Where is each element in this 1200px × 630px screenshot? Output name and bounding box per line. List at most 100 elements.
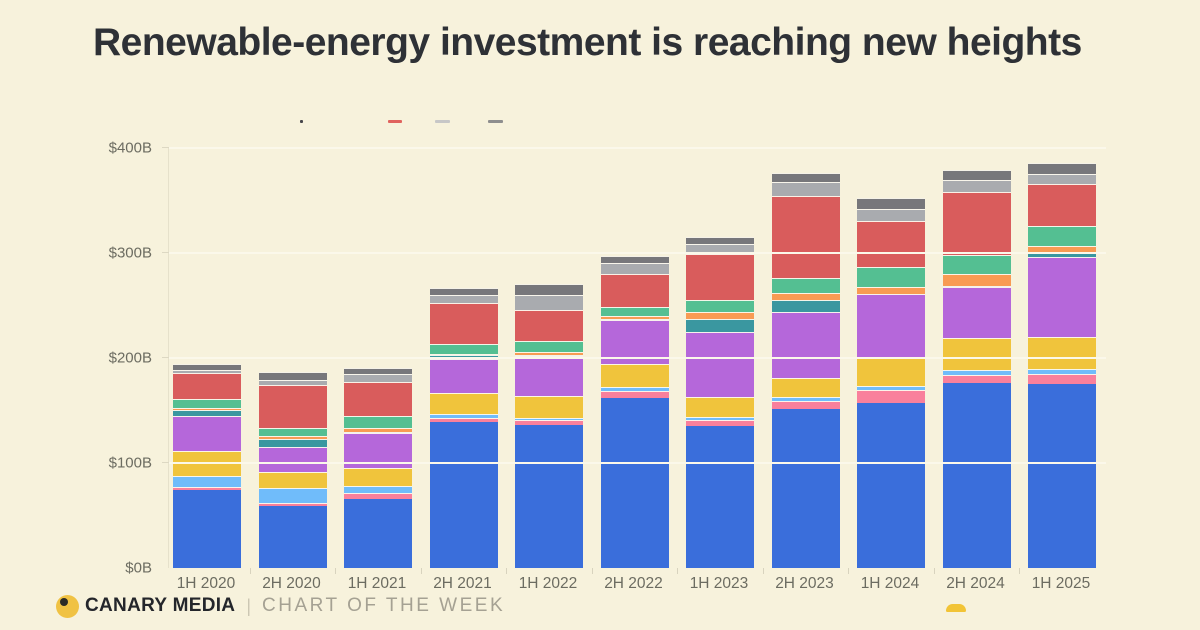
segment-blue	[686, 426, 754, 568]
segment-green	[173, 399, 241, 409]
x-axis-label-2h-2023: 2H 2023	[775, 575, 834, 592]
x-boundary-tick	[506, 568, 508, 574]
segment-purple	[429, 359, 498, 393]
segment-teal	[258, 438, 327, 448]
segment-light-blue	[173, 475, 241, 488]
y-axis-label: $400B	[108, 139, 152, 157]
segment-yellow	[258, 472, 327, 489]
x-boundary-tick	[249, 568, 251, 574]
gridline-400	[169, 147, 1106, 149]
segment-orange	[942, 274, 1011, 286]
x-axis-label-1h-2023: 1H 2023	[689, 575, 749, 592]
segment-green	[686, 300, 754, 312]
x-boundary-tick	[1019, 568, 1021, 574]
segment-red	[429, 303, 498, 345]
segment-teal	[173, 409, 241, 416]
x-axis-label-2h-2020: 2H 2020	[262, 575, 321, 592]
y-tick	[162, 252, 169, 253]
segment-pink	[771, 401, 840, 410]
segment-light-blue	[600, 387, 669, 391]
y-axis-label: $200B	[108, 349, 152, 367]
segment-purple	[857, 293, 925, 357]
segment-light-blue	[429, 413, 498, 418]
segment-pink	[942, 374, 1011, 384]
segment-dark-gray	[686, 237, 754, 244]
x-boundary-tick	[591, 568, 593, 574]
segment-light-blue	[942, 369, 1011, 375]
bar-2h-2020	[258, 371, 327, 568]
legend-fragment-light-gray-dash	[435, 120, 450, 123]
bar-1h-2025	[1028, 162, 1096, 568]
x-boundary-tick	[762, 568, 764, 574]
bar-2h-2021	[429, 287, 498, 568]
footer-divider: |	[246, 595, 252, 616]
gridline-300	[169, 252, 1106, 254]
segment-pink	[173, 487, 241, 491]
segment-teal	[942, 285, 1011, 287]
segment-light-gray	[942, 179, 1011, 193]
footer: CANARY MEDIA | CHART OF THE WEEK	[56, 593, 505, 619]
segment-orange	[173, 408, 241, 410]
segment-red	[344, 382, 412, 416]
segment-light-blue	[515, 417, 583, 420]
plot-area	[162, 147, 1106, 574]
segment-pink	[686, 419, 754, 427]
segment-blue	[1028, 384, 1096, 568]
segment-orange	[258, 435, 327, 439]
segment-red	[515, 309, 583, 342]
segment-teal	[600, 319, 669, 321]
segment-orange	[515, 351, 583, 355]
segment-dark-gray	[600, 256, 669, 263]
x-axis-label-1h-2021: 1H 2021	[347, 575, 407, 592]
y-axis-label: $0B	[125, 559, 152, 577]
segment-light-blue	[771, 396, 840, 402]
segment-purple	[258, 447, 327, 473]
segment-dark-gray	[515, 283, 583, 296]
segment-green	[771, 278, 840, 293]
segment-blue	[771, 409, 840, 568]
segment-dark-gray	[344, 367, 412, 374]
x-boundary-tick	[933, 568, 935, 574]
gridline-200	[169, 357, 1106, 359]
x-axis: 1H 2020 2H 2020 1H 2021 2H 2021 1H 2022 2H 20…	[168, 575, 1105, 593]
segment-pink	[344, 493, 412, 499]
y-tick	[162, 357, 169, 358]
segment-pink	[1028, 373, 1096, 385]
segment-yellow	[686, 396, 754, 417]
page-title: Renewable-energy investment is reaching …	[93, 21, 1082, 64]
segment-blue	[600, 397, 669, 568]
bar-1h-2024	[857, 198, 925, 568]
segment-purple	[942, 286, 1011, 339]
segment-light-blue	[1028, 368, 1096, 374]
segment-green	[429, 344, 498, 354]
segment-pink	[857, 389, 925, 404]
segment-pink	[600, 390, 669, 398]
legend-fragment-gray-dash	[488, 120, 503, 123]
segment-blue	[857, 403, 925, 568]
x-axis-label-2h-2022: 2H 2022	[604, 575, 663, 592]
x-axis-label-1h-2024: 1H 2024	[860, 575, 920, 592]
segment-blue	[258, 506, 327, 568]
segment-yellow	[600, 364, 669, 388]
segment-red	[258, 385, 327, 429]
segment-purple	[1028, 257, 1096, 337]
segment-light-gray	[600, 262, 669, 275]
y-tick	[162, 147, 169, 148]
segment-dark-gray	[942, 170, 1011, 180]
segment-yellow	[429, 392, 498, 414]
y-axis-label: $100B	[108, 454, 152, 472]
x-axis-label-1h-2025: 1H 2025	[1031, 575, 1091, 592]
bar-1h-2023	[686, 237, 754, 568]
segment-purple	[515, 355, 583, 396]
x-boundary-tick	[335, 568, 337, 574]
y-tick	[162, 462, 169, 463]
segment-dark-gray	[258, 371, 327, 381]
segment-red	[1028, 183, 1096, 226]
segment-yellow	[942, 338, 1011, 370]
logo-eye-dot	[60, 597, 68, 606]
segment-light-gray	[515, 295, 583, 310]
canary-logo-icon	[56, 594, 79, 618]
segment-red	[857, 220, 925, 267]
segment-yellow	[515, 395, 583, 418]
segment-dark-gray	[429, 287, 498, 296]
